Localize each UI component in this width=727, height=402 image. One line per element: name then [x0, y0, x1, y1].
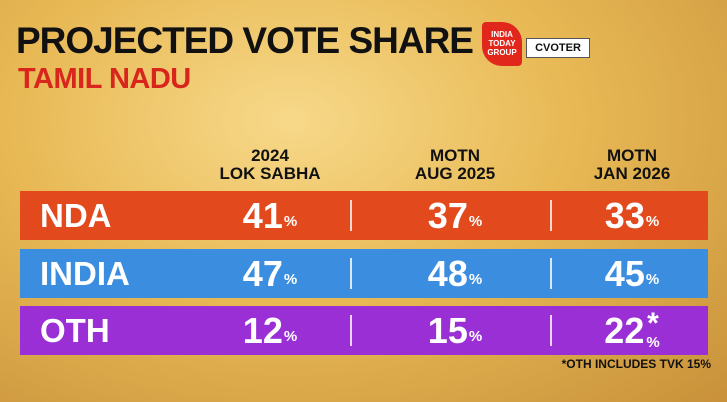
divider	[550, 315, 552, 346]
table-row: NDA 41% 37% 33%	[20, 191, 708, 240]
cell: 41%	[185, 191, 355, 240]
cvoter-logo: CVOTER	[526, 38, 590, 58]
cell-value: 33	[604, 194, 645, 236]
column-header-line: 2024	[251, 146, 289, 165]
cell: 15%	[370, 306, 540, 355]
divider	[550, 258, 552, 289]
footnote: *OTH INCLUDES TVK 15%	[561, 357, 711, 371]
cell-value: 41	[242, 194, 283, 236]
column-header-line: MOTN	[606, 146, 658, 165]
cell-unit: %	[645, 271, 660, 288]
column-header: MOTN JAN 2026	[547, 147, 717, 183]
table-row: INDIA 47% 48% 45%	[20, 249, 708, 298]
column-header-line: MOTN	[429, 146, 481, 165]
column-header: 2024 LOK SABHA	[185, 147, 355, 183]
logo-text: GROUP	[487, 48, 517, 57]
cell: 45%	[547, 249, 717, 298]
cell-value: 15	[427, 309, 468, 351]
logo-text: TODAY	[488, 39, 516, 48]
title: PROJECTED VOTE SHARE	[16, 20, 474, 61]
cell-value: 47	[242, 252, 283, 294]
column-header-line: LOK SABHA	[219, 164, 321, 183]
row-label: NDA	[40, 197, 112, 234]
cell-value: 48	[427, 252, 468, 294]
cell-value: 37	[427, 194, 468, 236]
divider	[350, 315, 352, 346]
column-header-line: JAN 2026	[593, 164, 671, 183]
cell: 22 *%	[547, 306, 717, 355]
cell-unit: %	[646, 333, 660, 351]
row-label: INDIA	[40, 255, 130, 292]
column-header: MOTN AUG 2025	[370, 147, 540, 183]
subtitle: TAMIL NADU	[18, 63, 191, 95]
cell: 33%	[547, 191, 717, 240]
column-header-line: AUG 2025	[414, 164, 496, 183]
cell: 47%	[185, 249, 355, 298]
cell-unit: %	[645, 213, 660, 230]
divider	[550, 200, 552, 231]
table-row: OTH 12% 15% 22 *%	[20, 306, 708, 355]
cell-suffix: *%	[646, 306, 660, 351]
cell-unit: %	[283, 328, 298, 345]
cell: 37%	[370, 191, 540, 240]
logo-text: INDIA	[491, 30, 513, 39]
cell-unit: %	[283, 271, 298, 288]
cell-value: 45	[604, 252, 645, 294]
cell-unit: %	[468, 271, 483, 288]
india-today-logo: INDIA TODAY GROUP	[482, 22, 522, 66]
divider	[350, 258, 352, 289]
cell-unit: %	[468, 328, 483, 345]
row-label: OTH	[40, 312, 110, 349]
cell-unit: %	[468, 213, 483, 230]
cell: 12%	[185, 306, 355, 355]
cell-note: *	[647, 306, 659, 340]
cell-value: 22	[604, 309, 645, 351]
divider	[350, 200, 352, 231]
cell: 48%	[370, 249, 540, 298]
cell-unit: %	[283, 213, 298, 230]
cell-value: 12	[242, 309, 283, 351]
